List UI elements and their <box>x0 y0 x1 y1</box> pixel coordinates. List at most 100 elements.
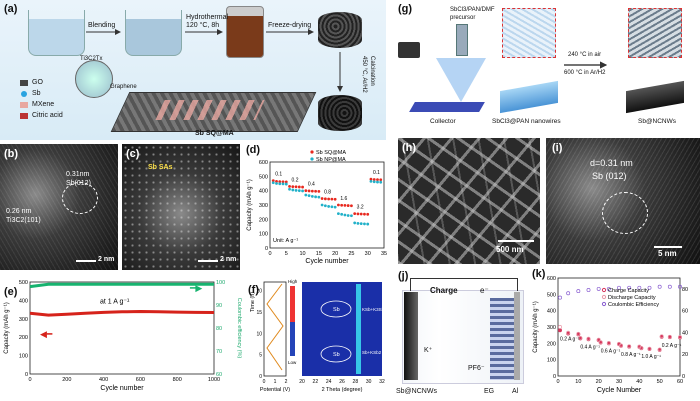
j-pf6-ion: PF6⁻ <box>468 365 485 372</box>
data-point <box>304 189 308 193</box>
i-plane: Sb (012) <box>592 171 627 181</box>
data-point <box>284 180 288 184</box>
beaker-1 <box>28 10 85 56</box>
data-point <box>327 197 331 201</box>
legend-go: GO <box>32 79 43 86</box>
rate-label: 0.6 A g⁻¹ <box>601 349 621 355</box>
i-particle-outline <box>602 192 648 234</box>
data-point <box>301 185 304 189</box>
rate-label: 0.2 A g⁻¹ <box>560 336 580 342</box>
i-scalebar <box>654 246 682 248</box>
c-scale: 2 nm <box>220 256 237 263</box>
sb-peak-stripe <box>356 284 361 374</box>
data-point <box>281 182 285 186</box>
data-point <box>320 203 324 207</box>
potential-axis-label: Potential (V) <box>260 387 290 393</box>
data-point <box>330 205 334 209</box>
y-axis-label: Capacity (mAh g⁻¹) <box>4 302 10 354</box>
data-point <box>288 187 291 191</box>
y-tick-label: 300 <box>547 325 556 331</box>
x-tick-label: 400 <box>99 377 108 383</box>
data-point <box>578 335 583 340</box>
data-point <box>678 284 682 289</box>
panel-j: (j) Charge e⁻ K⁺ PF6⁻ Sb@NCNWs EG Al <box>394 268 528 401</box>
data-point <box>619 343 623 348</box>
b-p2: Sb(012) <box>66 180 91 187</box>
panel-i: (i) d=0.31 nm Sb (012) 5 nm <box>546 138 700 264</box>
data-point <box>337 212 340 215</box>
graphene-label: Graphene <box>110 84 137 90</box>
efficiency-line <box>29 282 214 289</box>
data-point <box>320 197 324 200</box>
data-point <box>558 325 562 329</box>
data-point <box>291 188 295 192</box>
b-p1: Ti3C2(101) <box>6 217 41 224</box>
data-point <box>294 188 298 192</box>
legend-marker <box>310 157 314 161</box>
step-blending: Blending <box>88 22 116 29</box>
data-point <box>275 182 278 185</box>
legend-citric-swatch <box>20 113 28 119</box>
contour-map <box>302 282 382 376</box>
panel-j-label: (j) <box>398 270 409 282</box>
time-tick-label: 10 <box>256 331 262 337</box>
legend-sb: Sb <box>32 90 41 97</box>
x-tick-label: 0 <box>28 377 31 383</box>
colorbar-low-label: Low <box>288 360 297 365</box>
y-tick-label: 0 <box>553 374 556 380</box>
data-point <box>275 179 278 183</box>
panel-g-label: (g) <box>398 3 413 15</box>
panel-b: (b) 0.26 nm Ti3C2(101) 0.31nm Sb(012) 2 … <box>0 144 118 270</box>
time-axis-label: Time (h) <box>250 292 256 312</box>
panel-h: (h) 500 nm <box>398 138 540 264</box>
h-scalebar <box>498 240 534 242</box>
potential-tick-label: 2 <box>285 379 288 385</box>
time-tick-label: 0 <box>259 374 262 380</box>
data-point <box>667 284 672 289</box>
data-point <box>350 204 353 208</box>
g-arrow <box>564 61 608 69</box>
j-k-ion: K⁺ <box>424 347 433 354</box>
mxene-flakes <box>155 100 265 120</box>
x-tick-label: 200 <box>62 377 71 383</box>
data-point <box>278 180 282 184</box>
al-collector <box>514 292 520 380</box>
data-point <box>659 334 664 339</box>
sb-sas-label: Sb SAs <box>148 164 173 171</box>
data-point <box>301 189 304 193</box>
aerogel-1 <box>318 12 362 48</box>
rate-label: 0.4 A g⁻¹ <box>580 344 600 350</box>
data-point <box>307 194 311 198</box>
y2-tick-label: 20 <box>682 352 688 358</box>
sb-region-outline <box>320 345 352 363</box>
legend-label: Charge Capacity <box>608 288 649 294</box>
x-axis-label: Cycle number <box>100 385 144 392</box>
panel-c: (c) Sb SAs 2 nm <box>122 144 240 270</box>
x-tick-label: 1000 <box>208 377 220 383</box>
theta-tick-label: 28 <box>353 379 359 385</box>
theta-tick-label: 24 <box>326 379 332 385</box>
data-point <box>586 288 591 292</box>
y2-tick-label: 80 <box>216 326 222 332</box>
data-point <box>596 337 601 342</box>
lattice-fringes <box>0 144 118 270</box>
y-tick-label: 0 <box>25 372 28 378</box>
theta-tick-label: 30 <box>366 379 372 385</box>
x-tick-label: 30 <box>365 251 371 257</box>
data-point <box>369 179 373 183</box>
aerogel-2 <box>318 95 362 131</box>
x-tick-label: 30 <box>616 379 622 385</box>
process-arrows <box>86 29 343 92</box>
panel-d: (d) 0 5 10 15 20 25 30 35 0 100 200 300 400 500 600 Cyc… <box>244 144 392 272</box>
data-point <box>343 204 347 207</box>
rate-label: 0.1 <box>373 170 380 176</box>
y-tick-label: 100 <box>259 232 268 238</box>
x-tick-label: 50 <box>657 379 663 385</box>
syringe <box>456 24 468 56</box>
data-point <box>337 203 340 207</box>
data-point <box>657 347 662 352</box>
spray-cone <box>436 58 486 102</box>
legend-marker <box>601 287 607 293</box>
data-point <box>606 341 611 345</box>
time-tick-label: 15 <box>256 310 262 316</box>
